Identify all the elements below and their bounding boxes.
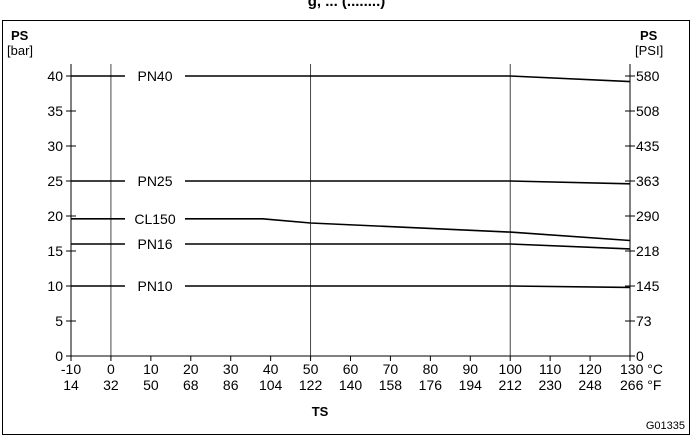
figure-code: G01335 [646,420,685,432]
x-tick-label-celsius: 50 [303,361,319,377]
pressure-temperature-chart: PN40 PN25 CL150 PN16 PN10 0 0 5 73 10 145 15 218 20 2… [7,28,685,432]
x-tick-label-fahrenheit: 158 [379,377,403,393]
y-axis-unit-left: [bar] [7,43,33,58]
x-tick-label-celsius: -10 [61,361,81,377]
y-tick-label-left: 15 [47,243,63,259]
x-tick-label-celsius: 80 [423,361,439,377]
x-tick-label-celsius: 120 [578,361,602,377]
x-tick-label-celsius: 20 [183,361,199,377]
y-axis-title-left: PS [11,28,29,43]
y-tick-label-right: 218 [636,243,660,259]
y-tick-label-left: 20 [47,208,63,224]
y-tick-label-right: 145 [636,278,660,294]
x-tick-label-fahrenheit: 32 [103,377,119,393]
x-tick-label-fahrenheit: 122 [299,377,323,393]
x-tick-label-celsius: 90 [462,361,478,377]
x-tick-label-fahrenheit: 14 [63,377,79,393]
x-tick-label-fahrenheit: 248 [578,377,602,393]
y-tick-label-left: 25 [47,173,63,189]
x-tick-label-celsius: 130 °C [620,361,663,377]
x-tick-label-fahrenheit: 68 [183,377,199,393]
x-tick-label-fahrenheit: 140 [339,377,363,393]
series-label-pn25: PN25 [137,173,172,189]
x-tick-label-celsius: 110 [539,361,562,377]
series-label-pn10: PN10 [137,278,172,294]
y-tick-label-left: 0 [55,348,63,364]
y-tick-label-right: 580 [636,68,660,84]
x-tick-label-celsius: 100 [499,361,523,377]
x-tick-label-celsius: 70 [383,361,399,377]
y-axis-unit-right: [PSI] [635,43,663,58]
x-tick-label-celsius: 30 [223,361,239,377]
x-tick-label-fahrenheit: 104 [259,377,283,393]
y-tick-label-right: 363 [636,173,660,189]
x-tick-label-celsius: 10 [143,361,159,377]
x-tick-label-celsius: 40 [263,361,279,377]
x-tick-label-fahrenheit: 230 [538,377,562,393]
x-tick-label-fahrenheit: 194 [459,377,483,393]
x-tick-label-fahrenheit: 50 [143,377,159,393]
pn25-line [185,180,631,185]
y-tick-label-right: 73 [636,313,652,329]
chart-frame: PN40 PN25 CL150 PN16 PN10 0 0 5 73 10 145 15 218 20 2… [2,20,690,435]
y-tick-label-left: 35 [47,103,63,119]
x-tick-label-fahrenheit: 86 [223,377,239,393]
y-tick-label-right: 435 [636,138,660,154]
y-tick-label-right: 0 [636,348,644,364]
figure-title-fragment: g, ... (........) [307,0,386,10]
y-tick-label-right: 290 [636,208,660,224]
x-tick-label-fahrenheit: 212 [499,377,523,393]
x-tick-label-celsius: 60 [343,361,359,377]
series-label-cl150: CL150 [134,211,175,227]
y-tick-label-left: 30 [47,138,63,154]
pn10-line [185,285,631,289]
x-axis-title: TS [312,404,329,419]
y-axis-title-right: PS [640,28,658,43]
y-tick-label-left: 5 [55,313,63,329]
series-label-pn40: PN40 [137,68,172,84]
cl150-line [185,218,631,242]
y-tick-label-left: 10 [47,278,63,294]
y-tick-label-left: 40 [47,68,63,84]
series-label-pn16: PN16 [137,236,172,252]
x-tick-label-fahrenheit: 266 °F [620,377,661,393]
x-tick-label-celsius: 0 [107,361,115,377]
pn16-line [185,243,631,250]
pn40-line [185,75,631,83]
y-tick-label-right: 508 [636,103,660,119]
x-tick-label-fahrenheit: 176 [419,377,443,393]
